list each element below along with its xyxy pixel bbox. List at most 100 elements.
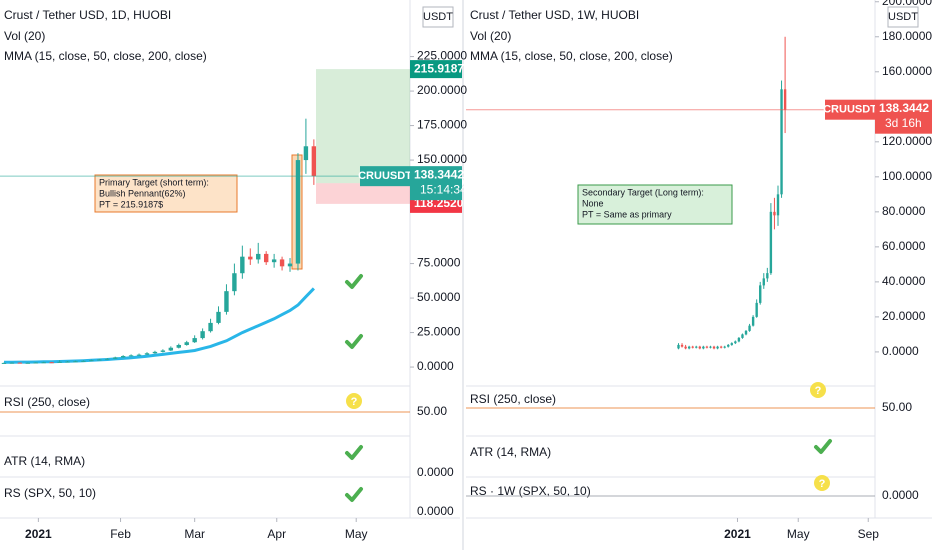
candle-body xyxy=(279,259,285,267)
pane-label: RSI (250, close) xyxy=(470,392,556,406)
y-tick-label: 150.0000 xyxy=(417,152,467,166)
y-tick-label: 200.0000 xyxy=(417,83,467,97)
candle-body xyxy=(208,322,213,332)
y-tick-label: 180.0000 xyxy=(882,29,932,43)
pane-label: RS · 1W (SPX, 50, 10) xyxy=(470,484,591,498)
annotation-box xyxy=(94,174,238,213)
candle-body xyxy=(773,211,776,216)
check-icons xyxy=(345,274,832,502)
candle-body xyxy=(224,291,229,312)
candle-body xyxy=(730,343,733,345)
candle-body xyxy=(677,344,680,349)
candle-body xyxy=(762,278,765,286)
candle-body xyxy=(766,273,769,279)
y-tick-label: 25.0000 xyxy=(417,325,461,339)
annotation-box xyxy=(577,184,733,225)
candle-body xyxy=(295,160,301,264)
y-tick-label: 200.0000 xyxy=(882,0,932,8)
candle-body xyxy=(25,362,31,364)
candle-body xyxy=(687,346,691,349)
x-tick-label: 2021 xyxy=(25,527,52,541)
svg-text:?: ? xyxy=(351,396,358,408)
candle-body xyxy=(49,362,54,364)
candle-body xyxy=(709,346,712,348)
candle-body xyxy=(303,146,309,161)
candle-body xyxy=(1,362,7,364)
candle-body xyxy=(748,325,751,331)
candle-body xyxy=(160,350,166,352)
candle-body xyxy=(680,344,684,347)
chart-title: Crust / Tether USD, 1W, HUOBI xyxy=(470,8,639,22)
candle-body xyxy=(712,346,716,349)
candle-body xyxy=(741,334,744,338)
candle-body xyxy=(105,358,110,360)
x-tick-label: Feb xyxy=(110,527,131,541)
symbol-label: CRUUSDT xyxy=(823,104,877,116)
candle-body xyxy=(152,351,158,354)
last-price-box xyxy=(875,99,932,134)
y-tick-label: 75.0000 xyxy=(417,256,461,270)
annotation-text: None xyxy=(582,198,604,208)
candle-body xyxy=(311,146,317,177)
last-price-box xyxy=(410,166,462,201)
annotation-text: Secondary Target (Long term): xyxy=(582,187,704,197)
annotation-text: Bullish Pennant(62%) xyxy=(99,188,186,198)
candle-body xyxy=(755,302,758,317)
chart-title: Crust / Tether USD, 1D, HUOBI xyxy=(4,8,171,22)
candle-body xyxy=(168,347,174,351)
indicator-legend: Vol (20) xyxy=(470,29,511,43)
candle-body xyxy=(719,346,723,348)
svg-text:?: ? xyxy=(815,385,822,397)
pane-separators xyxy=(0,0,932,519)
indicator-legend: Vol (20) xyxy=(4,29,45,43)
annotation-text: PT = 215.9187$ xyxy=(99,199,163,209)
candle-body xyxy=(89,360,94,362)
candle-body xyxy=(263,253,269,263)
candle-body xyxy=(783,89,787,110)
y-tick-label: 60.0000 xyxy=(882,239,926,253)
symbol-label: CRUUSDT xyxy=(358,170,412,182)
unit-box xyxy=(422,6,454,28)
x-tick-label: 2021 xyxy=(724,527,751,541)
unit-box xyxy=(887,6,919,28)
candle-body xyxy=(723,346,726,348)
unit-label: USDT xyxy=(888,11,918,23)
candle-body xyxy=(737,337,741,342)
target-label-box xyxy=(410,60,462,79)
candle-body xyxy=(734,341,737,344)
target-label: 215.9187 xyxy=(414,61,464,75)
candle-body xyxy=(97,359,102,361)
candle-body xyxy=(684,346,687,349)
last-price: 138.3442 xyxy=(414,167,464,181)
candle-body xyxy=(776,194,780,216)
pane-tick-label: 50.00 xyxy=(417,404,447,418)
candle-body xyxy=(128,355,134,357)
y-tick-label: 100.0000 xyxy=(882,169,932,183)
pane-tick-label: 0.0000 xyxy=(882,488,919,502)
candle-body xyxy=(232,273,237,292)
candle-body xyxy=(192,338,197,343)
candle-body xyxy=(9,362,15,364)
y-tick-label: 160.0000 xyxy=(882,64,932,78)
y-tick-label: 40.0000 xyxy=(882,274,926,288)
candle-body xyxy=(716,346,719,349)
pane-tick-label: 0.0000 xyxy=(417,504,454,518)
countdown: 15:14:34 xyxy=(420,182,467,196)
candle-body xyxy=(727,344,730,347)
candle-body xyxy=(702,346,705,349)
candle-body xyxy=(705,346,709,348)
candle-body xyxy=(136,354,142,356)
candle-body xyxy=(287,263,293,267)
candle-body xyxy=(41,362,46,364)
candle-body xyxy=(184,342,189,345)
indicator-legend: MMA (15, close, 50, close, 200, close) xyxy=(470,49,673,63)
unit-label: USDT xyxy=(423,11,453,23)
x-tick-label: May xyxy=(787,527,810,541)
candle-body xyxy=(200,331,205,339)
pane-label: ATR (14, RMA) xyxy=(470,445,551,459)
question-icons: ? ? ? xyxy=(346,382,830,491)
candle-body xyxy=(17,362,23,364)
candle-body xyxy=(744,330,748,335)
pane-tick-label: 0.0000 xyxy=(417,465,454,479)
